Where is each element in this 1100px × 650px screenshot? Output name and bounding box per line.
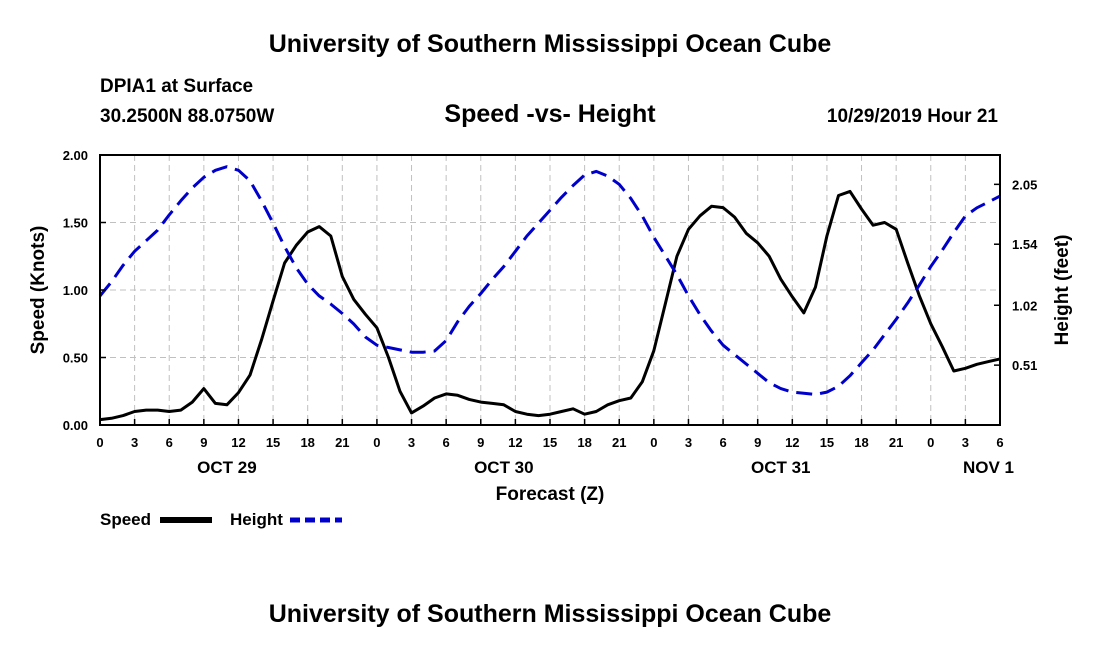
x-axis-label: Forecast (Z) bbox=[496, 484, 605, 505]
x-tick-label: 15 bbox=[820, 435, 834, 450]
y-tick-label: 1.00 bbox=[63, 283, 88, 298]
x-tick-label: 9 bbox=[754, 435, 761, 450]
y-tick-label: 2.00 bbox=[63, 148, 88, 163]
x-tick-label: 12 bbox=[231, 435, 245, 450]
date-label: NOV 1 bbox=[963, 458, 1014, 477]
y-tick-label: 0.50 bbox=[63, 351, 88, 366]
x-tick-label: 3 bbox=[685, 435, 692, 450]
x-tick-label: 12 bbox=[508, 435, 522, 450]
x-tick-label: 21 bbox=[335, 435, 349, 450]
y2-axis-label: Height (feet) bbox=[1052, 235, 1073, 346]
x-tick-label: 18 bbox=[577, 435, 591, 450]
x-tick-label: 0 bbox=[96, 435, 103, 450]
footer-title: University of Southern Mississippi Ocean… bbox=[268, 600, 832, 628]
forecast-timestamp: 10/29/2019 Hour 21 bbox=[826, 106, 998, 127]
axes-layer: 0 3 6 9 12 15 18 21 0 3 6 9 12 15 18 21 0 3 6 9 12 15 18 21 0 3 6 0… bbox=[63, 148, 1038, 477]
y2-tick-label: 1.02 bbox=[1012, 298, 1037, 313]
legend: Speed Height bbox=[100, 510, 342, 529]
page-title: University of Southern Mississippi Ocean… bbox=[268, 30, 832, 58]
station-coordinates: 30.2500N 88.0750W bbox=[100, 106, 275, 127]
x-tick-label: 6 bbox=[996, 435, 1003, 450]
y-tick-label: 0.00 bbox=[63, 418, 88, 433]
x-tick-label: 6 bbox=[166, 435, 173, 450]
x-tick-label: 15 bbox=[543, 435, 557, 450]
legend-height-label: Height bbox=[230, 510, 283, 529]
x-tick-label: 21 bbox=[612, 435, 626, 450]
x-tick-label: 0 bbox=[927, 435, 934, 450]
y-axis-label: Speed (Knots) bbox=[28, 226, 49, 355]
date-label: OCT 31 bbox=[751, 458, 811, 477]
y2-tick-label: 2.05 bbox=[1012, 177, 1037, 192]
y2-tick-label: 1.54 bbox=[1012, 237, 1038, 252]
x-tick-label: 6 bbox=[443, 435, 450, 450]
x-tick-label: 21 bbox=[889, 435, 903, 450]
y-tick-label: 1.50 bbox=[63, 216, 88, 231]
x-tick-label: 6 bbox=[719, 435, 726, 450]
legend-speed-label: Speed bbox=[100, 510, 151, 529]
x-tick-label: 15 bbox=[266, 435, 280, 450]
y2-tick-label: 0.51 bbox=[1012, 358, 1037, 373]
date-label: OCT 30 bbox=[474, 458, 534, 477]
x-tick-label: 3 bbox=[962, 435, 969, 450]
grid-lines bbox=[100, 155, 1000, 425]
x-tick-label: 0 bbox=[373, 435, 380, 450]
chart-title: Speed -vs- Height bbox=[444, 100, 656, 128]
x-tick-label: 9 bbox=[477, 435, 484, 450]
x-tick-label: 0 bbox=[650, 435, 657, 450]
station-name: DPIA1 at Surface bbox=[100, 76, 254, 97]
height-series-line bbox=[98, 165, 1001, 396]
x-tick-label: 3 bbox=[131, 435, 138, 450]
x-tick-label: 3 bbox=[408, 435, 415, 450]
x-tick-label: 9 bbox=[200, 435, 207, 450]
x-tick-label: 18 bbox=[300, 435, 314, 450]
series-layer bbox=[98, 165, 1001, 422]
date-label: OCT 29 bbox=[197, 458, 257, 477]
x-tick-label: 12 bbox=[785, 435, 799, 450]
speed-series-line bbox=[99, 189, 1001, 422]
x-tick-label: 18 bbox=[854, 435, 868, 450]
